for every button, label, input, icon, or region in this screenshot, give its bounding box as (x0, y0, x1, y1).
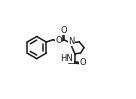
Text: O: O (61, 26, 67, 35)
Text: O: O (79, 58, 86, 67)
Text: O: O (55, 36, 62, 45)
Text: N: N (68, 37, 74, 46)
Text: HN: HN (60, 54, 73, 63)
